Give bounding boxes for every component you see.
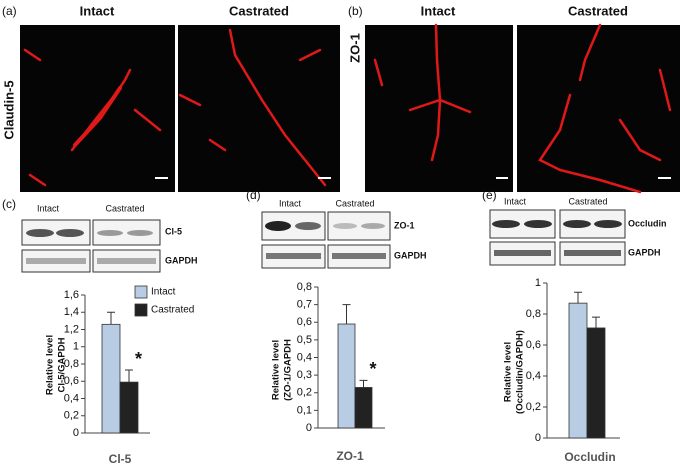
y-tick-label: 1,2 xyxy=(64,323,79,335)
y-axis-label: Relative level xyxy=(503,342,514,402)
legend-label: Castrated xyxy=(151,305,194,316)
x-tick-label: Cl-5 xyxy=(109,452,132,466)
legend-swatch xyxy=(134,285,148,299)
vessels xyxy=(23,23,672,194)
y-tick-label: 0,4 xyxy=(526,370,541,382)
x-tick-label: ZO-1 xyxy=(336,449,364,463)
bar xyxy=(119,381,139,434)
annotation: * xyxy=(135,349,142,369)
micrographs xyxy=(20,23,680,194)
annotation: * xyxy=(370,359,377,379)
panel-label: (d) xyxy=(246,188,261,202)
column-label: Intact xyxy=(80,3,115,18)
y-axis-label: (ZO-1/GAPDH xyxy=(283,339,294,401)
stain-label: Claudin-5 xyxy=(1,80,16,139)
stain-label: ZO-1 xyxy=(347,33,362,63)
column-label: Castrated xyxy=(229,3,289,18)
row-label: ZO-1 xyxy=(394,220,415,230)
legend-swatch xyxy=(134,303,148,317)
row-label: GAPDH xyxy=(165,255,198,265)
y-tick-label: 0,1 xyxy=(297,404,312,416)
x-tick-label: Occludin xyxy=(564,450,615,464)
y-tick-label: 0,3 xyxy=(297,369,312,381)
row-label: GAPDH xyxy=(394,250,427,260)
y-tick-label: 0,8 xyxy=(297,281,312,293)
column-label: Intact xyxy=(421,3,456,18)
y-tick-label: 0,2 xyxy=(64,410,79,422)
error-bar xyxy=(574,291,582,304)
y-tick-label: 0,2 xyxy=(297,387,312,399)
bar xyxy=(101,323,121,434)
y-tick-label: 0,6 xyxy=(526,339,541,351)
column-label: Castrated xyxy=(105,203,144,213)
y-tick-label: 1 xyxy=(73,341,79,353)
y-tick-label: 0,6 xyxy=(64,375,79,387)
y-tick-label: 1,4 xyxy=(64,306,79,318)
y-tick-label: 0,6 xyxy=(297,316,312,328)
column-label: Castrated xyxy=(568,196,607,206)
legend-label: Intact xyxy=(151,287,176,298)
error-bar xyxy=(107,311,115,325)
y-axis-label: Relative level xyxy=(45,335,56,395)
error-bar xyxy=(592,316,600,328)
error-bar xyxy=(359,379,368,388)
panel-label: (b) xyxy=(348,4,363,18)
y-tick-label: 1 xyxy=(535,277,541,289)
y-tick-label: 1,6 xyxy=(64,289,79,301)
panel-label: (e) xyxy=(482,188,497,202)
column-label: Intact xyxy=(37,203,60,213)
y-tick-label: 0,8 xyxy=(526,308,541,320)
y-tick-label: 0,5 xyxy=(297,334,312,346)
error-bar xyxy=(125,369,133,383)
bands xyxy=(26,220,622,264)
column-label: Castrated xyxy=(335,198,374,208)
blots xyxy=(21,209,626,273)
column-label: Intact xyxy=(504,196,527,206)
panel-label: (c) xyxy=(2,197,16,211)
image xyxy=(20,25,175,192)
y-tick-label: 0 xyxy=(73,427,79,439)
y-axis-label: Relative level xyxy=(271,340,282,400)
row-label: Occludin xyxy=(628,218,667,228)
y-tick-label: 0,4 xyxy=(297,351,312,363)
y-tick-label: 0,4 xyxy=(64,392,79,404)
y-tick-label: 0,8 xyxy=(64,358,79,370)
image xyxy=(517,25,680,192)
y-axis-label: (Occludin/GAPDH) xyxy=(515,330,526,414)
bar-chart: 0 0,1 0,2 0,3 0,4 0,5 0,6 0,7 0,8 Relative level(… xyxy=(271,281,385,463)
column-label: Intact xyxy=(279,198,302,208)
bar xyxy=(337,323,356,429)
y-tick-label: 0,2 xyxy=(526,401,541,413)
error-bar xyxy=(342,304,351,325)
y-tick-label: 0,7 xyxy=(297,299,312,311)
bar-chart: 0 0,2 0,4 0,6 0,8 1 Relative level (Occludin/GA… xyxy=(503,277,620,464)
bar xyxy=(586,327,606,439)
bar xyxy=(568,302,588,439)
row-label: Cl-5 xyxy=(165,226,182,236)
bar xyxy=(354,387,373,429)
panel-label: (a) xyxy=(2,4,17,18)
y-tick-label: 0 xyxy=(535,432,541,444)
y-axis-label: Cl-5/GAPDH xyxy=(57,337,68,392)
row-label: GAPDH xyxy=(628,247,661,257)
y-tick-label: 0 xyxy=(306,422,312,434)
column-label: Castrated xyxy=(568,3,628,18)
image xyxy=(178,25,340,192)
